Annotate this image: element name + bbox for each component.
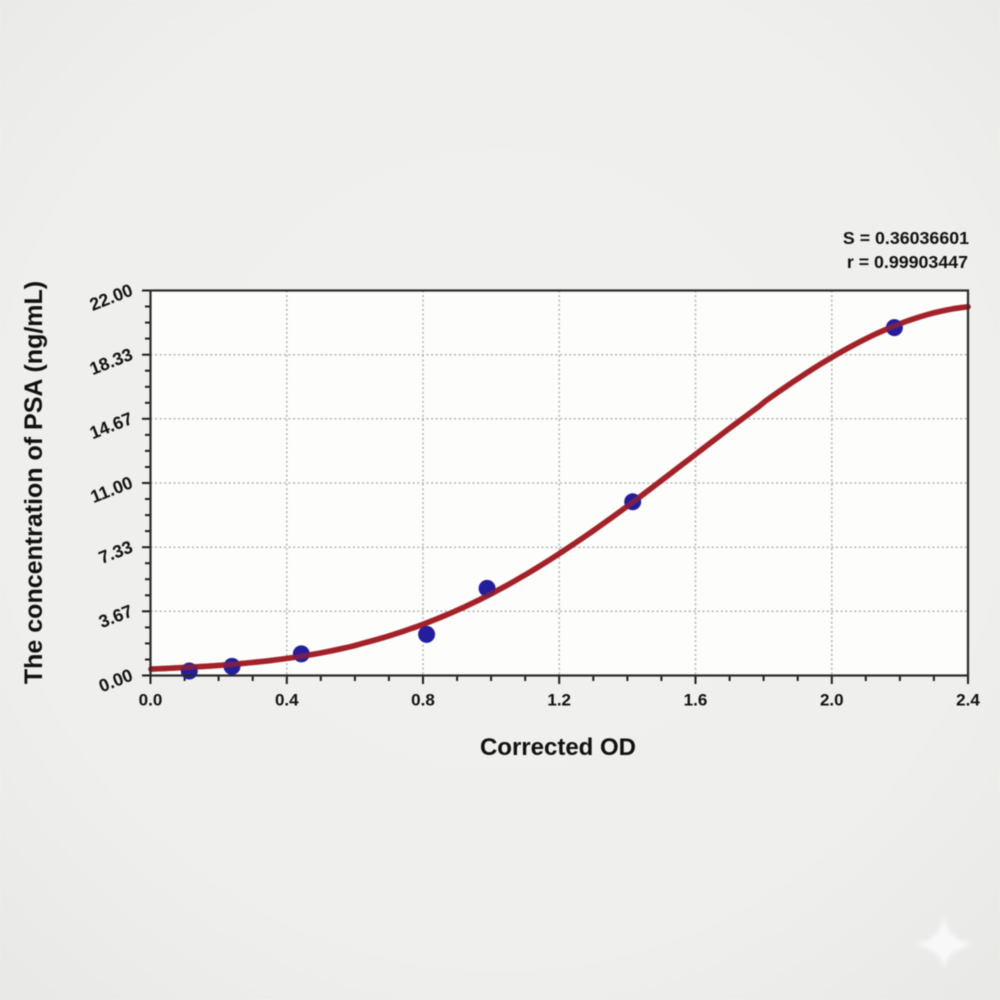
svg-text:0.4: 0.4	[275, 691, 299, 710]
svg-text:1.2: 1.2	[547, 691, 571, 710]
svg-text:S = 0.36036601: S = 0.36036601	[843, 228, 969, 248]
svg-text:2.0: 2.0	[820, 691, 844, 710]
svg-text:The concentration of PSA (ng/m: The concentration of PSA (ng/mL)	[20, 281, 48, 684]
svg-text:Corrected OD: Corrected OD	[480, 734, 636, 761]
svg-text:0.0: 0.0	[139, 691, 163, 710]
svg-text:2.4: 2.4	[956, 691, 980, 710]
svg-text:1.6: 1.6	[684, 691, 708, 710]
svg-text:0.8: 0.8	[411, 691, 435, 710]
svg-text:r = 0.99903447: r = 0.99903447	[847, 252, 968, 272]
